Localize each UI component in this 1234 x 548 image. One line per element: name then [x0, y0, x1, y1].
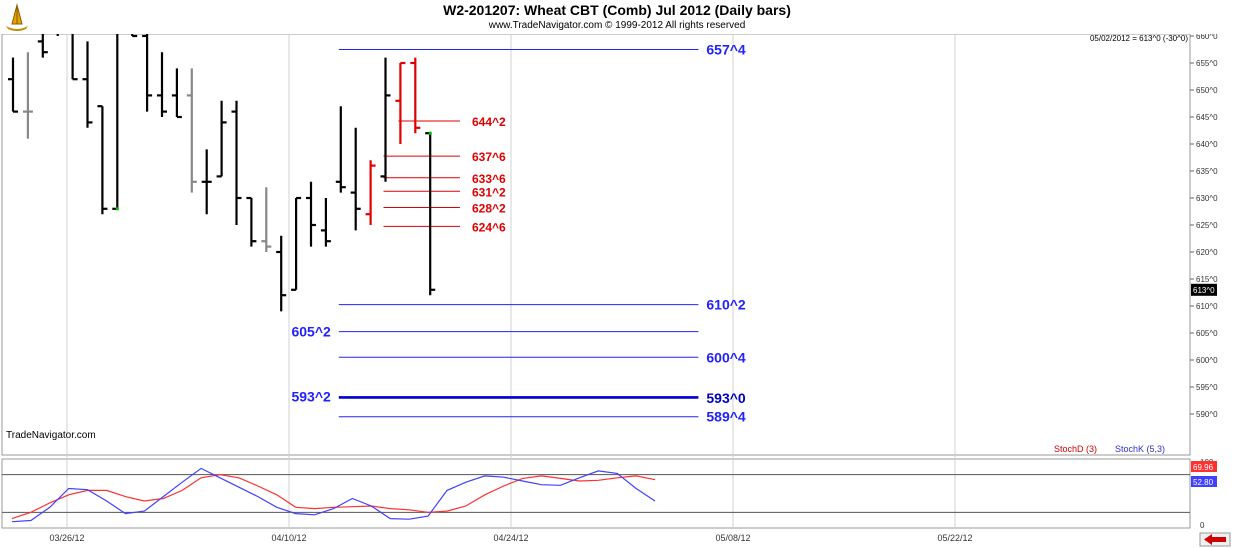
stoch-k-last-box — [1191, 476, 1217, 487]
ohlc-bar — [37, 34, 48, 58]
price-tick-label: 625^0 — [1196, 221, 1218, 230]
price-grid — [1, 33, 1191, 529]
price-tick-label: 615^0 — [1196, 275, 1218, 284]
date-tick-label: 05/08/12 — [715, 533, 750, 543]
trade-navigator-logo-icon — [6, 3, 28, 31]
chart-title: W2-201207: Wheat CBT (Comb) Jul 2012 (Da… — [443, 2, 791, 18]
red-arrow-icon — [1199, 532, 1231, 547]
date-tick-label: 03/26/12 — [49, 533, 84, 543]
ohlc-bar — [261, 187, 272, 252]
level-label: 644^2 — [472, 115, 506, 129]
price-tick-label: 635^0 — [1196, 167, 1218, 176]
level-label: 631^2 — [472, 185, 506, 199]
price-tick-label: 610^0 — [1196, 302, 1218, 311]
ohlc-bar — [97, 105, 108, 215]
ohlc-bar — [82, 41, 93, 128]
ohlc-bar — [71, 34, 78, 81]
level-label: 624^6 — [472, 220, 506, 234]
stoch-k-last-label: 52.80 — [1193, 478, 1214, 487]
ohlc-bar — [171, 68, 182, 119]
ohlc-bar — [231, 100, 242, 225]
price-tick-label: 650^0 — [1196, 86, 1218, 95]
price-axis: 660^0 655^0 650^0 645^0 640^0 635^0 630^0 625^0… — [1090, 32, 1218, 419]
ohlc-bar — [276, 235, 287, 312]
ohlc-bar — [201, 149, 212, 215]
stoch-d-last-label: 69.96 — [1193, 463, 1214, 472]
date-axis: 03/26/12 04/10/12 04/24/12 05/08/12 05/22/12 — [49, 532, 1231, 547]
ohlc-bar — [395, 61, 406, 144]
ohlc-bar — [291, 196, 302, 291]
price-tick-label: 660^0 — [1196, 32, 1218, 41]
ohlc-bar — [246, 196, 257, 247]
ohlc-bar — [380, 57, 391, 182]
stoch-panel-frame — [1, 458, 1191, 529]
title-bar: W2-201207: Wheat CBT (Comb) Jul 2012 (Da… — [0, 0, 1234, 34]
level-label: 593^0 — [706, 390, 746, 406]
green-marker — [428, 131, 432, 135]
stoch-k-legend: StochK (5,3) — [1115, 444, 1166, 454]
price-panel-frame — [1, 33, 1191, 456]
ohlc-bar — [112, 34, 119, 210]
ohlc-bar — [22, 52, 33, 139]
ohlc-bar — [8, 57, 18, 113]
stoch-d-line — [11, 474, 656, 520]
ohlc-bar — [335, 106, 346, 193]
stoch-d-legend: StochD (3) — [1054, 444, 1098, 454]
ohlc-bar — [157, 52, 167, 117]
price-tick-label: 645^0 — [1196, 113, 1218, 122]
stoch-d-last-box — [1191, 461, 1217, 472]
price-tick-label: 605^0 — [1196, 329, 1218, 338]
price-tick-label: 600^0 — [1196, 356, 1218, 365]
level-label: 600^4 — [706, 349, 746, 365]
level-label: 593^2 — [291, 388, 331, 404]
level-label: 657^4 — [706, 42, 746, 58]
green-marker — [115, 207, 119, 211]
date-tick-label: 05/22/12 — [937, 533, 972, 543]
stoch-tick-label: 0 — [1200, 521, 1205, 530]
level-label: 610^2 — [706, 297, 746, 313]
level-label: 637^6 — [472, 150, 506, 164]
price-tick-label: 640^0 — [1196, 140, 1218, 149]
ohlc-bar — [131, 34, 138, 38]
ohlc-bar — [365, 160, 376, 225]
date-tick-label: 04/24/12 — [493, 533, 528, 543]
price-bars — [8, 34, 436, 312]
ohlc-bar — [320, 198, 331, 247]
ohlc-bar — [410, 57, 421, 134]
stoch-k-line — [11, 467, 656, 523]
price-tick-label: 620^0 — [1196, 248, 1218, 257]
price-tick-label: 630^0 — [1196, 194, 1218, 203]
level-label: 589^4 — [706, 409, 746, 425]
watermark-text: TradeNavigator.com — [6, 430, 96, 441]
level-label: 628^2 — [472, 201, 506, 215]
date-tick-label: 04/10/12 — [271, 533, 306, 543]
last-price-label: 613^0 — [1193, 286, 1215, 295]
price-tick-label: 655^0 — [1196, 59, 1218, 68]
price-tick-label: 595^0 — [1196, 383, 1218, 392]
ohlc-bar — [186, 68, 197, 193]
ohlc-bar — [142, 34, 153, 112]
last-readout: 05/02/2012 = 613^0 (-30^0) — [1090, 34, 1188, 43]
ohlc-bar — [425, 132, 436, 296]
ohlc-bar — [306, 181, 316, 247]
level-label: 605^2 — [291, 324, 331, 340]
price-tick-label: 590^0 — [1196, 410, 1218, 419]
last-price-box — [1191, 283, 1217, 296]
ohlc-bar — [216, 100, 227, 178]
copyright-notice: www.TradeNavigator.com © 1999-2012 All r… — [488, 20, 746, 31]
level-label: 633^6 — [472, 172, 506, 186]
ohlc-bar — [350, 127, 361, 231]
